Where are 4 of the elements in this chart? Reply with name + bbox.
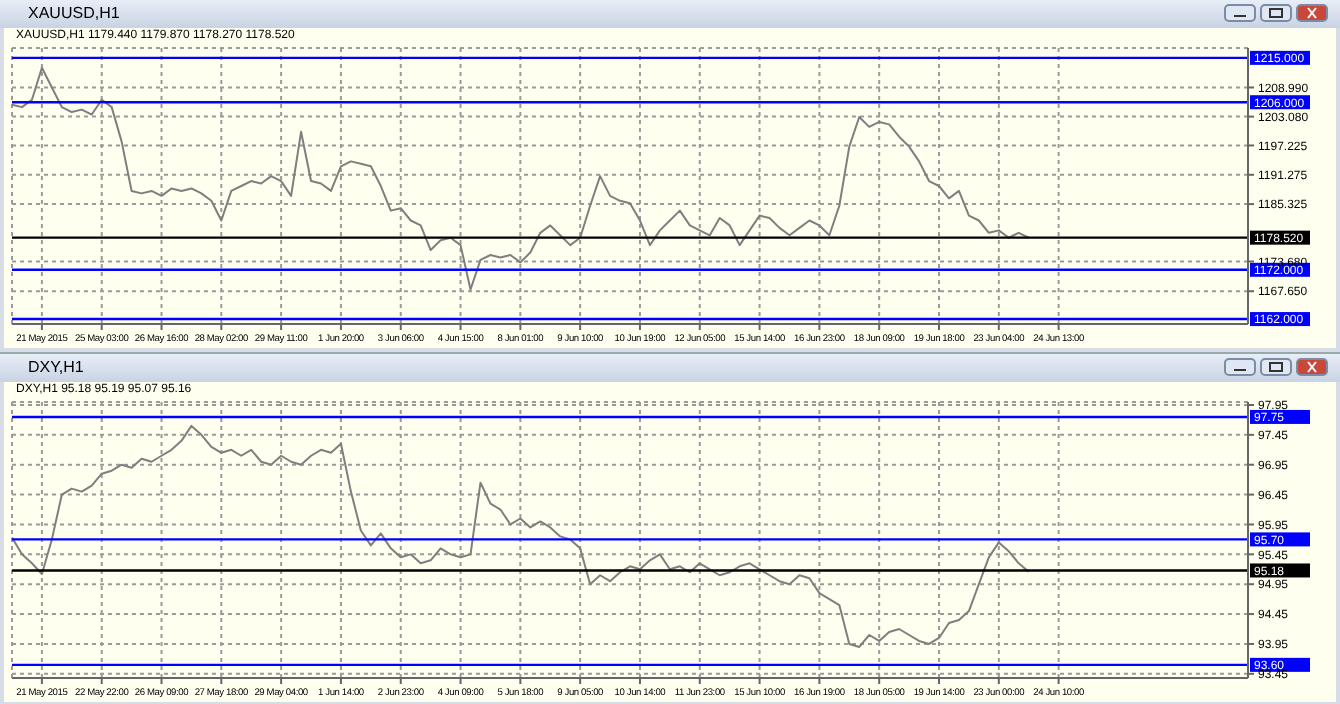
chart-title: XAUUSD,H1 <box>0 0 1340 28</box>
line-series <box>11 66 1030 291</box>
line-series <box>11 424 1030 648</box>
chart-title: DXY,H1 <box>0 354 1340 382</box>
